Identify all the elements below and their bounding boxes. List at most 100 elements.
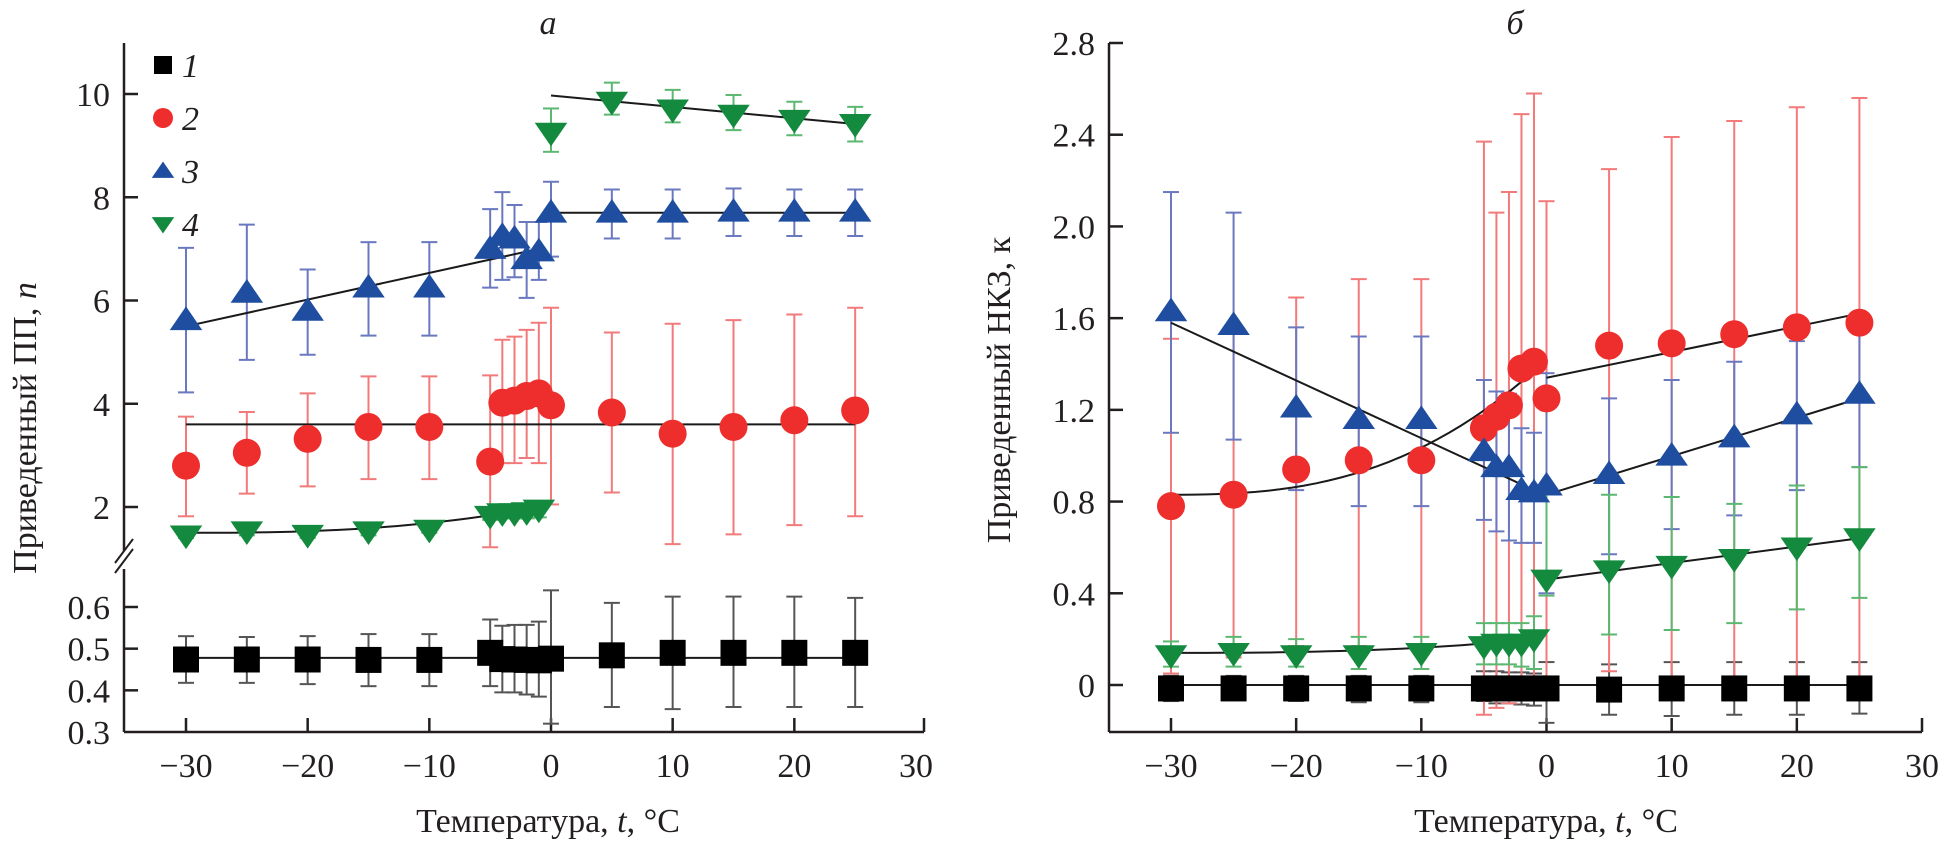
data-point-series-4 bbox=[1342, 645, 1375, 669]
data-point-series-4 bbox=[1154, 645, 1188, 669]
panel-a-x-axis-title: Температура, t, °C bbox=[416, 803, 680, 840]
data-point-series-4 bbox=[838, 113, 872, 138]
data-point-series-1 bbox=[842, 639, 869, 666]
panel-b-axes: −30 −20 −10 0 10 20 30 0 0.4 0.8 1.2 1.6 2.0 2.4 2.8 bbox=[1053, 26, 1940, 785]
data-point-series-2 bbox=[1407, 446, 1436, 475]
x-tick-label: 30 bbox=[1905, 748, 1939, 785]
x-tick-label: −20 bbox=[1270, 748, 1323, 785]
y-tick-label: 2.4 bbox=[1053, 118, 1096, 155]
panel-b-y-axis-title: Приведенный НКЗ, к bbox=[981, 236, 1018, 543]
y-tick-label: 0.3 bbox=[68, 715, 111, 752]
data-point-series-1 bbox=[538, 645, 564, 672]
x-tick-label: −30 bbox=[159, 748, 212, 785]
data-point-series-4 bbox=[778, 109, 811, 134]
data-point-series-3 bbox=[1279, 393, 1313, 418]
panel-a-title: а bbox=[540, 5, 557, 42]
data-point-series-1 bbox=[1596, 676, 1623, 703]
data-point-series-1 bbox=[1345, 675, 1372, 702]
y-tick-label: 0.8 bbox=[1053, 485, 1096, 522]
fit-line bbox=[1546, 537, 1860, 581]
data-point-series-4 bbox=[1592, 560, 1626, 585]
data-point-series-2 bbox=[597, 398, 626, 427]
y-tick-label: 0.5 bbox=[68, 632, 111, 669]
data-point-series-4 bbox=[656, 99, 689, 124]
data-point-series-2 bbox=[1519, 347, 1548, 376]
data-point-series-3 bbox=[1780, 400, 1814, 425]
x-title-part: Температура, bbox=[416, 803, 617, 840]
y-tick-label: 2.8 bbox=[1053, 26, 1096, 63]
legend-marker-2 bbox=[153, 108, 173, 128]
legend-marker-4 bbox=[151, 217, 175, 234]
data-point-series-3 bbox=[595, 199, 629, 223]
panel-a: а −30 −20 −10 0 10 20 30 2 4 6 8 10 0.3 0.4 0.5 0.6 1 2 3… bbox=[7, 5, 933, 840]
data-point-series-2 bbox=[1157, 492, 1185, 521]
data-point-series-2 bbox=[1845, 308, 1874, 337]
data-point-series-2 bbox=[658, 419, 687, 448]
data-point-series-2 bbox=[1782, 313, 1811, 342]
y-tick-label: 0.4 bbox=[68, 673, 111, 710]
data-point-series-2 bbox=[1494, 391, 1523, 420]
y-tick-label: 8 bbox=[93, 180, 110, 217]
data-point-series-2 bbox=[293, 424, 322, 453]
y-tick-label: 0 bbox=[1078, 668, 1095, 705]
data-point-series-3 bbox=[169, 306, 203, 331]
y-tick-label: 0.4 bbox=[1053, 576, 1096, 613]
y-tick-label: 2 bbox=[93, 490, 110, 527]
data-point-series-2 bbox=[232, 438, 261, 467]
data-point-series-2 bbox=[1344, 446, 1373, 475]
data-point-series-1 bbox=[1658, 675, 1685, 702]
data-point-series-1 bbox=[1220, 675, 1247, 702]
panel-a-y-axis-title: Приведенный ПП, n bbox=[7, 282, 44, 574]
data-point-series-4 bbox=[1718, 548, 1751, 573]
data-point-series-4 bbox=[1655, 555, 1688, 580]
y-tick-label: 0.6 bbox=[68, 590, 111, 627]
data-point-series-3 bbox=[1718, 423, 1751, 448]
data-point-series-2 bbox=[172, 451, 200, 480]
data-point-series-1 bbox=[1158, 675, 1184, 702]
data-point-series-4 bbox=[1843, 528, 1876, 552]
data-point-series-4 bbox=[534, 122, 568, 147]
x-tick-label: −30 bbox=[1144, 748, 1197, 785]
data-point-series-3 bbox=[838, 198, 872, 222]
data-point-series-3 bbox=[1342, 405, 1375, 429]
y-tick-label: 4 bbox=[93, 387, 110, 424]
data-point-series-3 bbox=[1592, 460, 1626, 485]
data-point-series-1 bbox=[598, 642, 625, 669]
x-tick-label: −10 bbox=[1395, 748, 1448, 785]
axis-break-mark bbox=[114, 538, 134, 564]
data-point-series-3 bbox=[498, 224, 531, 249]
x-tick-label: −10 bbox=[403, 748, 456, 785]
data-point-series-3 bbox=[352, 273, 385, 298]
x-tick-label: 0 bbox=[1538, 748, 1555, 785]
data-point-series-4 bbox=[717, 104, 750, 129]
panel-a-fit-lines bbox=[185, 94, 856, 659]
fit-line bbox=[550, 94, 856, 125]
data-point-series-4 bbox=[522, 499, 556, 524]
y-tick-label: 1.2 bbox=[1053, 393, 1096, 430]
panel-b-markers bbox=[1154, 297, 1876, 703]
data-point-series-3 bbox=[522, 237, 556, 262]
data-point-series-4 bbox=[595, 91, 629, 116]
data-point-series-3 bbox=[1655, 442, 1688, 466]
data-point-series-2 bbox=[1219, 480, 1248, 509]
data-point-series-3 bbox=[1843, 380, 1876, 404]
data-point-series-2 bbox=[415, 412, 444, 441]
data-point-series-4 bbox=[1217, 642, 1250, 667]
data-point-series-4 bbox=[169, 525, 203, 550]
data-point-series-2 bbox=[1282, 455, 1311, 484]
legend-label-4: 4 bbox=[182, 207, 199, 244]
data-point-series-3 bbox=[1530, 471, 1563, 496]
data-point-series-1 bbox=[1408, 675, 1435, 702]
data-point-series-3 bbox=[230, 279, 264, 303]
y-tick-label: 1.6 bbox=[1053, 301, 1096, 338]
data-point-series-2 bbox=[719, 412, 748, 441]
x-tick-label: 0 bbox=[543, 748, 560, 785]
data-point-series-3 bbox=[1154, 297, 1188, 322]
data-point-series-2 bbox=[780, 406, 809, 435]
x-tick-label: 20 bbox=[777, 748, 811, 785]
data-point-series-3 bbox=[1467, 437, 1501, 462]
data-point-series-4 bbox=[1279, 645, 1313, 669]
panel-b-x-axis-title: Температура, t, °C bbox=[1414, 803, 1678, 840]
data-point-series-2 bbox=[1532, 384, 1561, 413]
data-point-series-4 bbox=[1530, 569, 1563, 594]
